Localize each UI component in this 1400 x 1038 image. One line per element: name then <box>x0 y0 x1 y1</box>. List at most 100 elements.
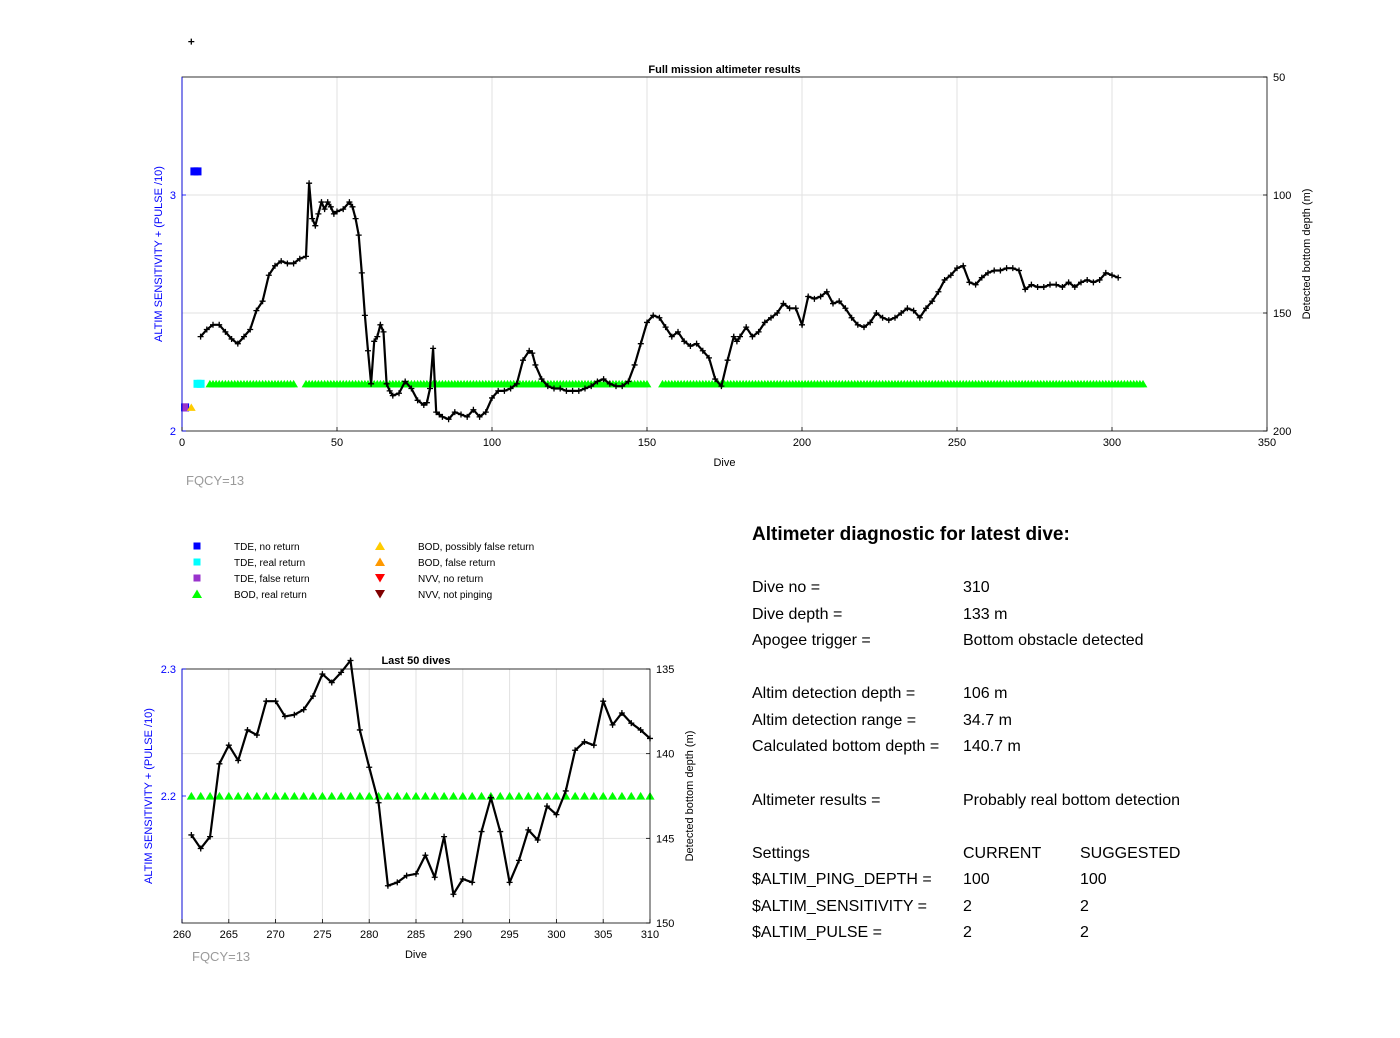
full-xtick-label: 250 <box>948 437 966 449</box>
full-depth-point <box>681 338 688 345</box>
full-depth-point <box>482 409 489 416</box>
last-depth-point <box>225 742 232 749</box>
full-x-ticks: 0 50 100 150 200 250 300 350 <box>179 427 1276 449</box>
full-depth-point <box>650 312 657 319</box>
last-bod-real-marker <box>355 791 365 800</box>
full-right-axis-label: Detected bottom depth (m) <box>1301 189 1313 320</box>
full-depth-point <box>1047 281 1053 288</box>
full-left-ticks: 23 <box>170 190 186 438</box>
full-depth-point <box>377 321 384 328</box>
full-depth-point <box>730 333 737 340</box>
full-depth-point <box>978 274 985 281</box>
full-depth-point <box>476 413 483 420</box>
full-depth-point <box>532 361 539 368</box>
last-yrtick-label: 135 <box>656 664 674 676</box>
last-yrtick-label: 145 <box>656 833 674 845</box>
full-depth-point <box>966 279 973 286</box>
last-depth-point <box>506 879 513 886</box>
last-depth-point <box>459 875 466 882</box>
legend-label: NVV, no return <box>418 574 483 585</box>
last-xtick-label: 310 <box>641 929 659 941</box>
full-depth-point <box>712 376 719 383</box>
last-left-ticks: 2.2 2.3 <box>161 664 186 803</box>
full-depth-point <box>365 347 371 354</box>
full-yrtick-label: 50 <box>1273 72 1285 84</box>
results-value: Probably real bottom detection <box>963 792 1181 809</box>
last-depth-point <box>300 706 307 713</box>
full-depth-point <box>303 253 309 260</box>
last-bod-real-marker <box>364 791 374 800</box>
full-depth-point <box>520 357 526 364</box>
full-depth-point <box>330 210 337 217</box>
full-depth-point <box>960 262 967 269</box>
full-depth-point <box>755 328 762 335</box>
full-xtick-label: 200 <box>793 437 811 449</box>
full-depth-point <box>879 314 886 321</box>
last-depth-point <box>637 726 644 733</box>
last-bod-real-marker <box>308 791 318 800</box>
last-depth-point <box>403 872 410 879</box>
full-depth-point <box>916 314 923 321</box>
pulse-label: $ALTIM_PULSE = <box>752 924 882 941</box>
full-depth-point <box>1053 281 1060 288</box>
last-xtick-label: 260 <box>173 929 191 941</box>
full-yltick-label: 3 <box>170 190 176 202</box>
full-fqcy-label: FQCY=13 <box>186 473 244 488</box>
last-bod-real-marker <box>439 791 449 800</box>
last-chart-title: Last 50 dives <box>381 655 450 667</box>
last-depth-point <box>272 698 279 705</box>
last-bod-real-marker <box>598 791 608 800</box>
full-bottom-depth-line <box>199 183 1119 421</box>
full-depth-point <box>737 333 743 340</box>
full-depth-point <box>823 288 830 295</box>
last-bod-real-marker <box>327 791 337 800</box>
last-bod-real-marker <box>411 791 421 800</box>
last-depth-point <box>487 794 494 801</box>
full-depth-point <box>290 260 297 267</box>
full-depth-point <box>724 357 731 364</box>
full-x-axis-label: Dive <box>713 457 735 469</box>
last-depth-point <box>562 787 569 794</box>
full-depth-point <box>854 321 861 328</box>
last-yltick-label: 2.2 <box>161 791 176 803</box>
last-depth-point <box>515 857 522 864</box>
full-depth-point <box>1084 276 1091 283</box>
diagnostic-heading: Altimeter diagnostic for latest dive: <box>752 524 1070 545</box>
full-depth-point <box>569 387 576 394</box>
full-depth-point <box>600 376 607 383</box>
last-bod-real-marker <box>458 791 468 800</box>
full-depth-point <box>1016 267 1022 274</box>
full-depth-point <box>436 411 443 418</box>
full-depth-point <box>324 199 331 206</box>
last-bod-real-marker <box>186 791 196 800</box>
legend-label: BOD, possibly false return <box>418 542 534 553</box>
full-xtick-label: 350 <box>1258 437 1276 449</box>
full-depth-point <box>216 321 223 328</box>
full-depth-point <box>867 319 874 326</box>
last-depth-point <box>590 742 597 749</box>
last-bod-real-marker <box>523 791 533 800</box>
full-depth-point <box>383 380 390 387</box>
full-depth-point <box>318 199 325 206</box>
full-depth-point <box>327 203 334 210</box>
dive-no-value: 310 <box>963 579 990 596</box>
last-xtick-label: 305 <box>594 929 612 941</box>
results-label: Altimeter results = <box>752 792 881 809</box>
full-depth-point <box>1090 279 1097 286</box>
last-bod-real-marker <box>224 791 234 800</box>
full-depth-point <box>544 383 551 390</box>
last-bod-real-marker <box>280 791 290 800</box>
full-depth-point <box>811 295 818 302</box>
full-depth-point <box>349 203 356 210</box>
bod-possibly-false-marker <box>186 403 196 411</box>
full-depth-point <box>247 326 254 333</box>
full-depth-point <box>315 210 322 217</box>
full-depth-point <box>361 312 368 319</box>
full-depth-point <box>954 265 960 272</box>
last-depth-point <box>375 799 382 806</box>
last-depth-point <box>544 803 551 810</box>
full-depth-point <box>470 406 477 413</box>
full-xtick-label: 150 <box>638 437 656 449</box>
full-depth-point <box>786 305 793 312</box>
legend-label: BOD, false return <box>418 558 495 569</box>
